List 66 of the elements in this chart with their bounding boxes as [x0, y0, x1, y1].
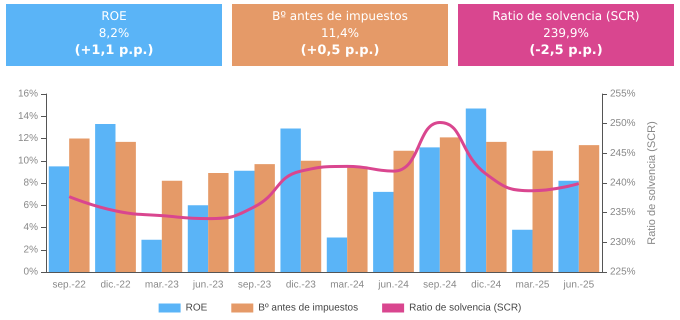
y2-tick-label: 235%: [610, 207, 636, 218]
x-tick-label: sep.-22: [52, 280, 86, 290]
bar: [440, 137, 460, 272]
bar: [486, 142, 507, 272]
legend-label: Ratio de solvencia (SCR): [409, 302, 522, 314]
bar: [95, 124, 116, 272]
y2-tick-label: 230%: [610, 236, 636, 248]
y2-tick-label: 255%: [610, 88, 636, 100]
y2-axis-title: Ratio de solvencia (SCR): [646, 121, 658, 245]
line-series: [68, 120, 580, 220]
x-tick-label: mar.-23: [144, 280, 180, 290]
text: 239,9%: [542, 25, 590, 42]
bar: [234, 170, 254, 272]
bar: [419, 147, 440, 272]
y-tick-label: 14%: [18, 110, 38, 122]
x-tick-label: dic.-22: [100, 280, 131, 290]
bar: [512, 230, 532, 272]
y-tick-label: 16%: [18, 88, 38, 100]
x-tick-label: jun.-23: [192, 280, 224, 290]
y-tick-label: 12%: [18, 133, 38, 144]
bar: [48, 166, 70, 272]
text: 8,2%: [98, 25, 130, 42]
bar: [254, 164, 275, 272]
bar: [326, 238, 348, 272]
x-tick-label: mar.-25: [516, 280, 550, 290]
text: Ratio de solvencia (SCR): [491, 8, 641, 25]
x-tick-label: jun.-24: [377, 280, 410, 290]
x-tick-label: dic.-24: [471, 280, 502, 290]
text: Bº antes de impuestos: [271, 8, 409, 25]
bar: [69, 138, 90, 272]
y-tick-label: 6%: [24, 200, 38, 211]
bar: [578, 145, 600, 272]
x-tick-label: dic.-23: [286, 280, 316, 290]
y2-tick-label: 245%: [610, 148, 636, 159]
bar: [208, 172, 229, 272]
text: (+0,5 p.p.): [300, 43, 380, 58]
bar: [347, 166, 368, 272]
y2-tick-label: 250%: [610, 118, 636, 130]
bar: [280, 128, 301, 272]
y-tick-label: 0%: [24, 266, 38, 278]
x-tick-label: sep.-24: [423, 280, 457, 290]
text: (+1,1 p.p.): [74, 43, 154, 58]
bar: [141, 240, 162, 272]
bar: [188, 205, 208, 272]
y2-tick-label: 225%: [610, 266, 636, 278]
legend-label: ROE: [186, 302, 208, 314]
x-tick-label: sep.-23: [238, 280, 272, 290]
x-tick-label: mar.-24: [330, 280, 365, 290]
bar: [373, 192, 394, 272]
bar: [300, 160, 322, 272]
bar: [466, 108, 486, 272]
text: (-2,5 p.p.): [529, 43, 603, 58]
y-tick-label: 2%: [24, 244, 38, 256]
x-tick-label: jun.-25: [562, 280, 595, 290]
legend-label: Bº antes de impuestos: [258, 302, 358, 314]
text: 11,4%: [320, 25, 360, 42]
y-tick-label: 8%: [24, 178, 38, 188]
text: ROE: [100, 8, 128, 25]
bar: [116, 142, 136, 272]
y-tick-label: 10%: [18, 155, 38, 166]
bar: [558, 180, 579, 272]
bar: [394, 150, 414, 272]
y-tick-label: 4%: [24, 222, 38, 233]
y2-tick-label: 240%: [610, 178, 636, 188]
bar: [532, 150, 553, 272]
bar: [162, 180, 182, 272]
